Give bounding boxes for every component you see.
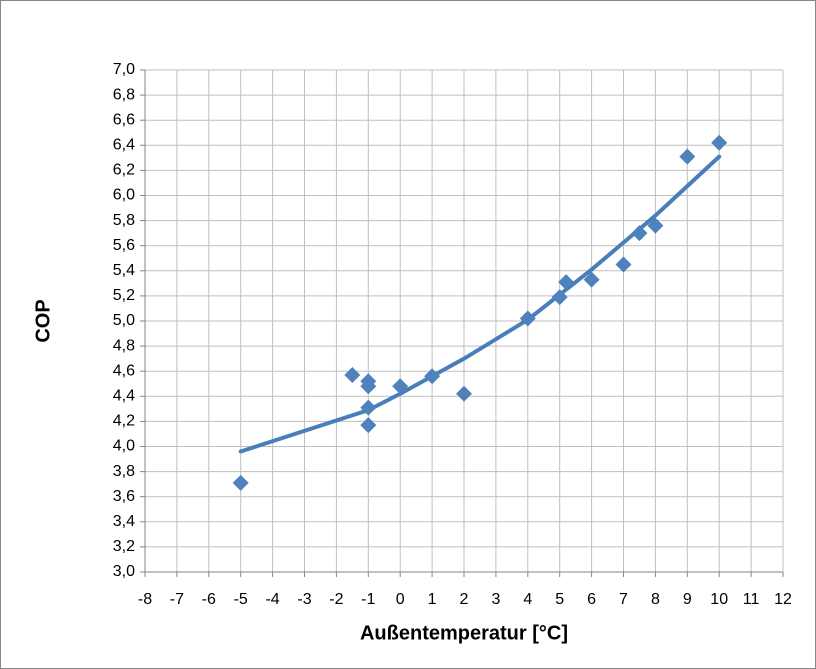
scatter-point [631,225,648,242]
x-tick-label: 4 [523,591,532,608]
x-tick-label: 2 [460,591,469,608]
scatter-point [360,417,377,434]
x-tick-label: 12 [774,591,792,608]
y-tick-label: 7,0 [113,61,135,78]
y-axis-title: COP [32,299,54,342]
scatter-point [392,378,409,395]
scatter-point [232,474,249,491]
x-tick-label: -1 [361,591,375,608]
y-tick-label: 6,8 [113,86,135,103]
scatter-point [558,274,575,291]
scatter-point [583,271,600,288]
y-tick-label: 5,4 [113,262,135,279]
x-tick-label: 10 [710,591,728,608]
x-tick-label: 6 [587,591,596,608]
x-tick-label: -7 [170,591,184,608]
y-tick-label: 4,4 [113,388,135,405]
x-tick-label: 11 [743,591,760,608]
y-tick-label: 4,2 [113,413,135,430]
x-tick-label: -8 [138,591,152,608]
x-tick-label: -6 [202,591,216,608]
scatter-point [615,256,632,273]
y-tick-label: 6,0 [113,187,135,204]
y-tick-label: 5,0 [113,312,135,329]
y-tick-label: 5,6 [113,237,135,254]
y-tick-label: 6,6 [113,111,135,128]
scatter-point [360,378,377,395]
y-tick-label: 3,0 [113,563,135,580]
x-tick-label: -2 [329,591,343,608]
y-tick-label: 6,2 [113,162,135,179]
scatter-point [456,385,472,402]
x-tick-label: 8 [651,591,660,608]
x-tick-label: -4 [265,591,279,608]
scatter-point [519,310,536,327]
y-tick-label: 3,2 [113,538,135,555]
y-tick-label: 3,8 [113,463,135,480]
x-tick-label: -3 [297,591,311,608]
scatter-point [647,217,664,234]
y-tick-label: 5,8 [113,212,135,229]
x-tick-label: 7 [619,591,628,608]
scatter-point [679,148,696,165]
scatter-point [344,366,361,383]
scatter-point [360,399,377,416]
x-tick-label: 5 [555,591,564,608]
x-tick-label: -5 [234,591,248,608]
x-tick-label: 3 [491,591,500,608]
x-tick-label: 1 [428,591,437,608]
y-tick-label: 6,4 [113,137,135,154]
y-tick-label: 4,0 [113,438,135,455]
x-tick-label: 0 [396,591,405,608]
y-tick-label: 3,4 [113,513,135,530]
scatter-point [424,368,441,385]
x-axis-title: Außentemperatur [°C] [360,622,568,644]
scatter-point [711,134,728,151]
y-tick-label: 4,8 [113,337,135,354]
y-tick-label: 5,2 [113,287,135,304]
y-tick-label: 3,6 [113,488,135,505]
scatter-point [551,289,568,306]
y-tick-label: 4,6 [113,362,135,379]
x-tick-label: 9 [683,591,692,608]
